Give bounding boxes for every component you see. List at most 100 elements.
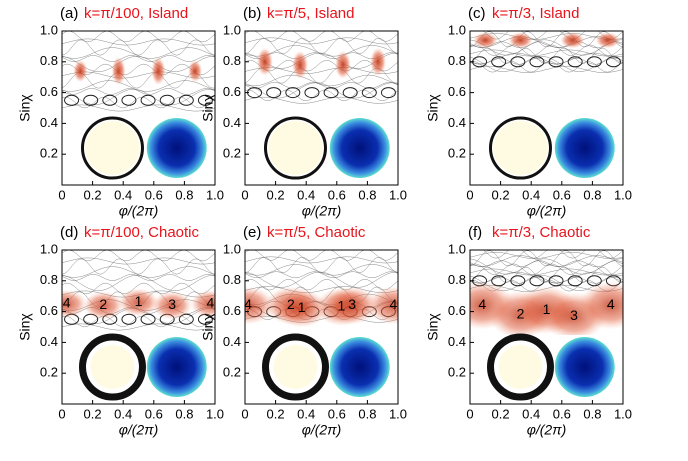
x-tick-label: 0.6 [328, 406, 346, 421]
contour [470, 268, 623, 276]
x-tick-label: 0 [466, 187, 473, 202]
contour [470, 66, 623, 73]
x-tick-label: 0.2 [84, 187, 102, 202]
annotation: 4 [478, 296, 486, 312]
x-tick-label: 0.2 [492, 187, 510, 202]
x-tick-label: 0.2 [267, 187, 285, 202]
panel-label: (a) [60, 5, 78, 22]
x-axis-label: φ/(2π) [119, 422, 159, 438]
y-tick-label: 0.4 [40, 334, 58, 349]
y-axis-label: Sinχ [425, 94, 441, 122]
x-tick-label: 0.6 [145, 406, 163, 421]
y-tick-label: 0.8 [40, 272, 58, 287]
inset-cream [268, 121, 323, 176]
island-contour [140, 94, 156, 106]
island [111, 57, 126, 86]
annotation: 4 [63, 295, 71, 311]
x-tick-label: 0.8 [175, 187, 193, 202]
x-axis-label: φ/(2π) [527, 203, 567, 219]
x-tick-label: 0.8 [358, 406, 376, 421]
contour [245, 89, 398, 101]
island-contour [529, 275, 545, 287]
contour [470, 252, 623, 259]
contour [62, 96, 215, 109]
axes-frame [469, 249, 624, 405]
annotation: 1 [337, 298, 345, 314]
chaotic-band [190, 289, 215, 318]
island-contour [304, 87, 320, 99]
x-tick-label: 0.2 [492, 406, 510, 421]
y-tick-label: 0.6 [448, 303, 466, 318]
y-tick-label: 1.0 [448, 241, 466, 256]
island-contour [567, 56, 583, 68]
island [151, 57, 166, 86]
x-axis-label: φ/(2π) [302, 422, 342, 438]
inset-blue [554, 118, 615, 179]
inset-ring [488, 116, 552, 180]
x-tick-label: 1.0 [206, 187, 224, 202]
panel-label: (e) [243, 224, 261, 241]
annotation: 4 [390, 296, 398, 312]
panel-title: k=π/5, Island [267, 5, 354, 22]
x-tick-label: 0.8 [583, 187, 601, 202]
island [334, 50, 351, 79]
y-axis-label: Sinχ [17, 313, 33, 341]
inset-ring [263, 116, 327, 180]
panel-label: (c) [468, 5, 486, 22]
island-contour [567, 275, 583, 287]
x-axis-label: φ/(2π) [302, 203, 342, 219]
x-axis-label: φ/(2π) [119, 203, 159, 219]
x-tick-label: 1.0 [614, 406, 632, 421]
panel: 0 0.2 0.4 0.6 0.8 1.00.20.40.60.81.04 2 1 1 3 4φ/(… [200, 224, 407, 438]
panel: 0 0.2 0.4 0.6 0.8 1.0 0.2 0.4 0.6 0.8 1.0 φ/(2π) Sin… [425, 5, 632, 219]
inset-ring [78, 333, 146, 401]
chaotic-band [578, 281, 623, 330]
y-axis-label: Sinχ [17, 94, 33, 122]
y-tick-label: 0.8 [223, 53, 241, 68]
y-tick-label: 1.0 [448, 22, 466, 37]
x-tick-label: 0.8 [175, 406, 193, 421]
contour [62, 266, 215, 278]
island-contour [548, 275, 564, 287]
contour [470, 31, 623, 48]
contour [470, 271, 623, 284]
annotation: 4 [244, 296, 252, 312]
y-tick-label: 0.4 [448, 115, 466, 130]
island-contour [159, 94, 175, 106]
inset-cream [498, 345, 543, 390]
island-contour [197, 94, 213, 106]
plot-area [470, 250, 623, 401]
x-tick-label: 1.0 [389, 406, 407, 421]
contour [245, 37, 398, 45]
inset-blue [146, 337, 207, 398]
island-contour [323, 87, 339, 99]
contour [62, 55, 215, 62]
x-tick-label: 0 [58, 187, 65, 202]
axes-frame [244, 30, 399, 186]
chaotic-band [118, 288, 159, 317]
panel-label: (d) [60, 224, 78, 241]
chaotic-band [152, 291, 193, 320]
contour [62, 323, 215, 331]
panel-label: (f) [468, 224, 482, 241]
chaotic-band [245, 286, 275, 325]
x-tick-label: 0.6 [553, 187, 571, 202]
annotation: 4 [207, 295, 215, 311]
annotation: 1 [135, 293, 143, 309]
y-tick-label: 0.8 [448, 53, 466, 68]
x-tick-label: 0.4 [114, 406, 132, 421]
panel-title: k=π/100, Island [84, 5, 188, 22]
island-contour [64, 94, 80, 106]
panel: 0 0.2 0.4 0.6 0.8 1.0 0.2 0.4 0.6 0.8 1.0 φ/(2π) Sin… [200, 5, 407, 219]
contour [62, 282, 215, 295]
annotation: 1 [298, 299, 306, 315]
plot-area [470, 31, 623, 181]
x-tick-label: 1.0 [614, 187, 632, 202]
axes-frame [61, 249, 216, 405]
annotation: 3 [570, 307, 578, 323]
island [370, 47, 387, 76]
plot-area [245, 31, 398, 181]
island [73, 60, 88, 83]
y-tick-label: 0.2 [223, 365, 241, 380]
